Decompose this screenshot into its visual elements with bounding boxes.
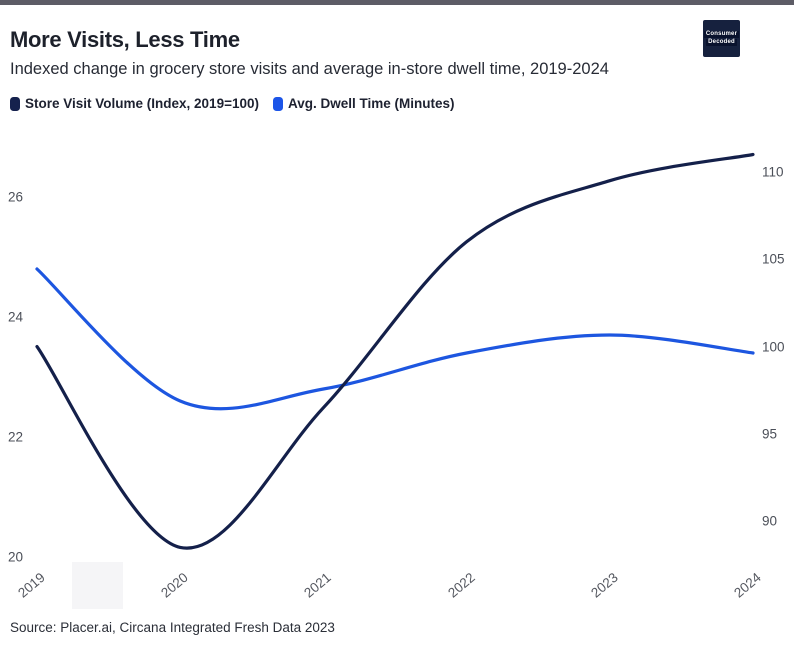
left-axis-tick-label: 26: [8, 189, 24, 205]
legend-label-visit-volume: Store Visit Volume (Index, 2019=100): [25, 96, 259, 111]
legend-label-dwell-time: Avg. Dwell Time (Minutes): [287, 96, 455, 111]
consumer-decoded-logo: Consumer Decoded: [703, 20, 740, 57]
right-axis-tick-label: 90: [762, 513, 778, 529]
left-axis-tick-label: 20: [8, 549, 24, 565]
page-title: More Visits, Less Time: [10, 27, 240, 52]
logo-line-2: Decoded: [706, 39, 737, 46]
chart-legend: Store Visit Volume (Index, 2019=100) Avg…: [10, 96, 455, 111]
faint-artifact-rectangle: [72, 562, 123, 609]
left-axis-tick-label: 22: [8, 429, 24, 445]
right-axis-tick-label: 95: [762, 426, 778, 442]
left-axis-tick-label: 24: [8, 309, 24, 325]
source-note: Source: Placer.ai, Circana Integrated Fr…: [10, 620, 335, 635]
series-line-dwell-time: [35, 267, 755, 411]
legend-item-visit-volume: Store Visit Volume (Index, 2019=100): [10, 96, 259, 111]
right-axis-tick-label: 105: [762, 251, 785, 267]
series-line-visit-volume: [35, 152, 755, 550]
right-axis-tick-label: 100: [762, 339, 785, 355]
visit-volume-swatch-icon: [10, 96, 20, 111]
dwell-time-swatch-icon: [272, 96, 283, 111]
page-subtitle: Indexed change in grocery store visits a…: [10, 60, 609, 78]
right-axis-tick-label: 110: [762, 164, 784, 180]
legend-item-dwell-time: Avg. Dwell Time (Minutes): [272, 96, 455, 111]
top-accent-strip: [0, 0, 794, 5]
logo-line-1: Consumer: [703, 31, 740, 38]
